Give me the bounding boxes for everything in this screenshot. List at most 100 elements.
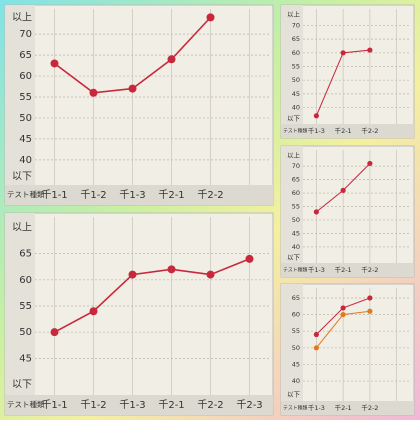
x-tick-label: 千2-2 <box>361 265 378 274</box>
y-tick-label: 65 <box>19 249 32 260</box>
y-tick-label: 65 <box>292 294 300 302</box>
data-point <box>206 270 215 279</box>
x-axis-title: テスト種類 <box>283 267 307 274</box>
y-tick-label: 45 <box>292 360 300 368</box>
y-tick-label: 60 <box>19 275 32 286</box>
y-tick-label: 50 <box>292 344 300 352</box>
series-line <box>54 258 250 333</box>
x-tick-label: 千2-2 <box>361 403 378 412</box>
y-tick-label: 40 <box>292 104 300 112</box>
data-point <box>89 88 98 97</box>
x-tick-label: 千1-3 <box>308 126 325 135</box>
y-tick-label: 65 <box>292 35 300 43</box>
y-tick-label: 以上 <box>287 9 301 18</box>
x-tick-label: 千2-3 <box>236 399 262 411</box>
data-point <box>340 311 346 318</box>
y-tick-label: 55 <box>292 63 300 71</box>
x-tick-label: 千1-3 <box>119 189 145 201</box>
y-tick-label: 65 <box>292 176 300 184</box>
x-tick-label: 千1-1 <box>41 399 67 411</box>
panel-background <box>280 145 415 278</box>
y-tick-label: 55 <box>292 327 300 335</box>
y-tick-label: 70 <box>292 21 300 29</box>
panel-background <box>4 212 274 416</box>
data-point <box>89 307 98 316</box>
y-tick-label: 以下 <box>287 254 301 262</box>
y-tick-label: 以下 <box>287 115 301 123</box>
axis-column <box>281 284 303 415</box>
y-tick-label: 70 <box>292 162 300 170</box>
data-point <box>313 331 319 338</box>
y-tick-label: 40 <box>19 155 32 166</box>
x-tick-label: 千1-2 <box>80 189 106 201</box>
data-point <box>313 345 319 351</box>
x-tick-label: 千1-3 <box>308 265 325 274</box>
y-tick-label: 45 <box>19 353 32 364</box>
data-point <box>340 187 346 193</box>
y-tick-label: 70 <box>19 29 32 40</box>
x-tick-label: 千2-1 <box>335 126 352 135</box>
data-point <box>367 308 373 314</box>
y-tick-label: 55 <box>292 203 300 211</box>
data-point <box>313 209 319 215</box>
y-tick-label: 50 <box>19 113 32 124</box>
x-axis-title: テスト種類 <box>7 189 45 199</box>
y-tick-label: 50 <box>292 76 300 84</box>
x-tick-label: 千2-2 <box>197 399 223 411</box>
y-tick-label: 50 <box>292 216 300 224</box>
y-tick-label: 60 <box>292 311 300 319</box>
data-point <box>367 47 373 53</box>
axis-column <box>281 146 303 277</box>
y-tick-label: 65 <box>19 50 32 61</box>
x-tick-label: 千1-3 <box>119 399 145 411</box>
x-axis-title: テスト種類 <box>283 128 307 135</box>
y-tick-label: 55 <box>19 92 32 103</box>
y-tick-label: 60 <box>292 49 300 57</box>
data-point <box>367 295 373 301</box>
y-tick-label: 以下 <box>287 390 301 398</box>
x-tick-label: 千2-1 <box>335 403 352 412</box>
data-point <box>313 113 319 119</box>
y-tick-label: 60 <box>292 189 300 197</box>
x-tick-label: 千1-3 <box>308 403 325 412</box>
x-band <box>281 124 414 138</box>
y-tick-label: 以上 <box>287 150 301 159</box>
y-tick-label: 45 <box>19 134 32 145</box>
y-tick-label: 以上 <box>12 221 32 233</box>
y-tick-label: 50 <box>19 327 32 338</box>
axis-column <box>5 5 35 205</box>
x-axis-title: テスト種類 <box>283 405 307 412</box>
data-point <box>167 265 176 274</box>
y-tick-label: 40 <box>292 243 300 251</box>
data-point <box>340 50 346 56</box>
data-point <box>245 254 254 263</box>
x-band <box>281 401 414 415</box>
y-tick-label: 45 <box>292 229 300 237</box>
x-tick-label: 千1-2 <box>80 399 106 411</box>
y-tick-label: 以下 <box>12 380 32 391</box>
data-point <box>367 160 373 167</box>
x-tick-label: 千2-1 <box>158 189 184 201</box>
x-band <box>281 263 414 277</box>
y-tick-label: 40 <box>292 377 300 385</box>
data-point <box>206 13 215 22</box>
y-tick-label: 45 <box>292 90 300 98</box>
x-tick-label: 千2-1 <box>335 265 352 274</box>
x-band <box>5 185 273 205</box>
data-point <box>50 59 59 68</box>
y-tick-label: 55 <box>19 301 32 312</box>
y-tick-label: 60 <box>19 71 32 82</box>
x-tick-label: 千2-2 <box>361 126 378 135</box>
data-point <box>167 55 176 64</box>
x-tick-label: 千2-2 <box>197 189 223 201</box>
data-point <box>50 328 59 337</box>
axis-column <box>5 213 35 415</box>
data-point <box>128 270 137 279</box>
